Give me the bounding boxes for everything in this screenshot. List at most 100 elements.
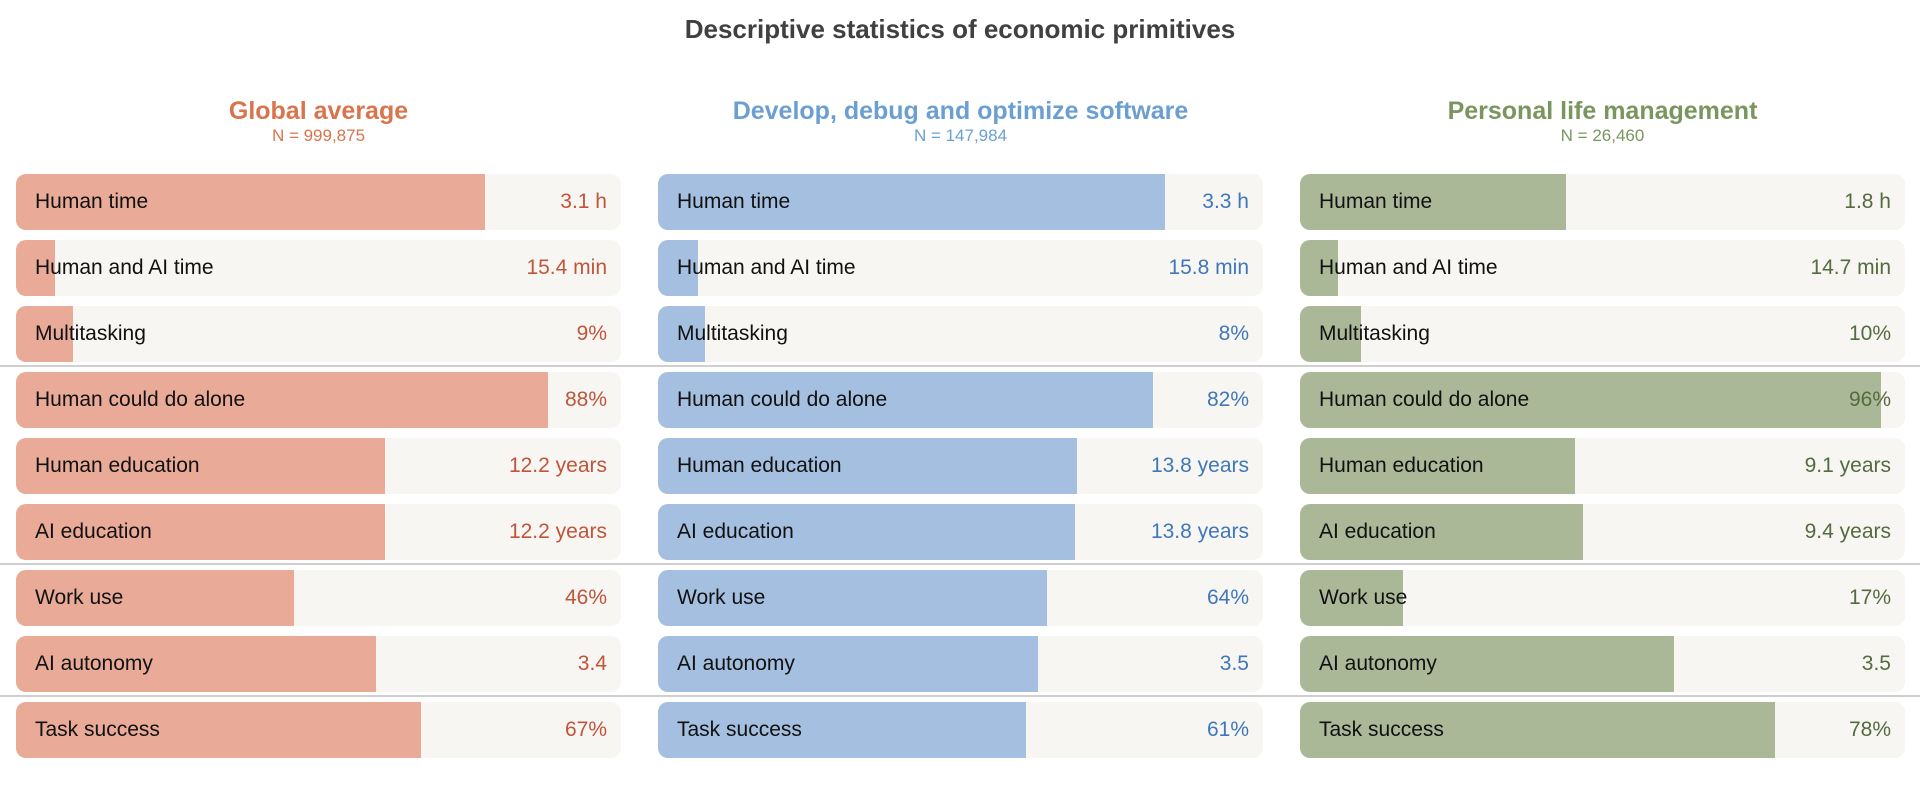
- bar-label: Work use: [1319, 586, 1408, 609]
- group-separator: [0, 563, 1920, 565]
- bar-value-label: 3.1 h: [560, 190, 607, 213]
- bar-label: Multitasking: [1319, 322, 1430, 345]
- bar-label: Human education: [35, 454, 200, 477]
- bar: [1300, 438, 1575, 494]
- bar-label: Human education: [1319, 454, 1484, 477]
- bar-row: AI autonomy 3.4: [16, 636, 621, 692]
- bar-value-label: 14.7 min: [1810, 256, 1891, 279]
- bar: [16, 240, 55, 296]
- bar-row: Task success 67%: [16, 702, 621, 758]
- bar-row: Multitasking 9%: [16, 306, 621, 362]
- bar-value-label: 3.5: [1219, 652, 1249, 675]
- bar-value-label: 10%: [1848, 322, 1891, 345]
- bar-label: Human time: [35, 190, 149, 213]
- panel-title: Develop, debug and optimize software: [732, 97, 1189, 125]
- bar-label: Human could do alone: [677, 388, 888, 411]
- panel-global-average: Global average N = 999,875 Human time 3.1…: [16, 96, 621, 758]
- bar: [16, 372, 548, 428]
- bar-row: Human time 3.3 h: [658, 174, 1263, 230]
- bar-value-label: 1.8 h: [1844, 190, 1891, 213]
- bar-value-label: 46%: [564, 586, 607, 609]
- bar-label: Task success: [677, 718, 802, 741]
- bar: [1300, 174, 1566, 230]
- bar: [1300, 240, 1338, 296]
- bar: [16, 306, 73, 362]
- bar: [16, 438, 385, 494]
- bar-label: Multitasking: [35, 322, 146, 345]
- bar: [1300, 570, 1403, 626]
- bar-row: Work use 46%: [16, 570, 621, 626]
- bar-row: Work use 17%: [1300, 570, 1905, 626]
- bar-value-label: 61%: [1206, 718, 1249, 741]
- bar: [658, 702, 1026, 758]
- bar-row: AI autonomy 3.5: [658, 636, 1263, 692]
- bar-label: Human could do alone: [35, 388, 246, 411]
- bar-value-label: 8%: [1218, 322, 1249, 345]
- bar-row: Task success 61%: [658, 702, 1263, 758]
- bar-label: Human education: [677, 454, 842, 477]
- bar-row: Human and AI time 14.7 min: [1300, 240, 1905, 296]
- bar-value-label: 82%: [1206, 388, 1249, 411]
- bar-value-label: 17%: [1848, 586, 1891, 609]
- bar-value-label: 67%: [564, 718, 607, 741]
- bar: [658, 306, 705, 362]
- bar-label: AI autonomy: [677, 652, 795, 675]
- group-separator: [0, 365, 1920, 367]
- bar-label: Multitasking: [677, 322, 788, 345]
- bar-label: AI autonomy: [1319, 652, 1437, 675]
- bar: [16, 570, 294, 626]
- bar-row: Human could do alone 88%: [16, 372, 621, 428]
- bar-value-label: 78%: [1848, 718, 1891, 741]
- bar-value-label: 9.1 years: [1804, 454, 1891, 477]
- bar-row: Human and AI time 15.8 min: [658, 240, 1263, 296]
- bar-row: AI education 12.2 years: [16, 504, 621, 560]
- bar-label: Human and AI time: [1319, 256, 1498, 279]
- bar: [658, 372, 1153, 428]
- bar-value-label: 12.2 years: [508, 520, 607, 543]
- bar: [16, 636, 376, 692]
- chart-title: Descriptive statistics of economic primi…: [684, 14, 1236, 44]
- bar: [1300, 504, 1583, 560]
- bar-row: Task success 78%: [1300, 702, 1905, 758]
- bar-row: Human time 1.8 h: [1300, 174, 1905, 230]
- bar-row: Human could do alone 82%: [658, 372, 1263, 428]
- bar-label: AI education: [1319, 520, 1436, 543]
- bar: [1300, 702, 1775, 758]
- bar-value-label: 13.8 years: [1150, 520, 1249, 543]
- bar-label: Human and AI time: [35, 256, 214, 279]
- bar-value-label: 12.2 years: [508, 454, 607, 477]
- bar: [16, 702, 421, 758]
- bar-label: Human time: [677, 190, 791, 213]
- bar-label: Human and AI time: [677, 256, 856, 279]
- bar-label: Work use: [35, 586, 124, 609]
- bar: [658, 636, 1038, 692]
- bar-label: Human could do alone: [1319, 388, 1530, 411]
- bar-row: AI education 13.8 years: [658, 504, 1263, 560]
- bar: [16, 174, 485, 230]
- bar: [658, 174, 1165, 230]
- bar-label: AI autonomy: [35, 652, 153, 675]
- bar-value-label: 15.8 min: [1168, 256, 1249, 279]
- bar-label: Task success: [35, 718, 160, 741]
- panel-title: Personal life management: [1447, 97, 1758, 125]
- bar-value-label: 13.8 years: [1150, 454, 1249, 477]
- bar: [16, 504, 385, 560]
- bar: [1300, 372, 1881, 428]
- bar-value-label: 96%: [1848, 388, 1891, 411]
- panel-title: Global average: [228, 97, 409, 125]
- bar-row: Human could do alone 96%: [1300, 372, 1905, 428]
- group-separator: [0, 695, 1920, 697]
- bar-value-label: 88%: [564, 388, 607, 411]
- bar-value-label: 64%: [1206, 586, 1249, 609]
- bar-row: Multitasking 10%: [1300, 306, 1905, 362]
- bar-row: Human education 12.2 years: [16, 438, 621, 494]
- bar-value-label: 3.5: [1861, 652, 1891, 675]
- panel-sample-size: N = 147,984: [913, 126, 1008, 145]
- bar-value-label: 15.4 min: [526, 256, 607, 279]
- bar: [658, 504, 1075, 560]
- bar-value-label: 3.3 h: [1202, 190, 1249, 213]
- bar-label: Work use: [677, 586, 766, 609]
- bar-value-label: 9%: [576, 322, 607, 345]
- bar-row: AI autonomy 3.5: [1300, 636, 1905, 692]
- bar: [658, 438, 1077, 494]
